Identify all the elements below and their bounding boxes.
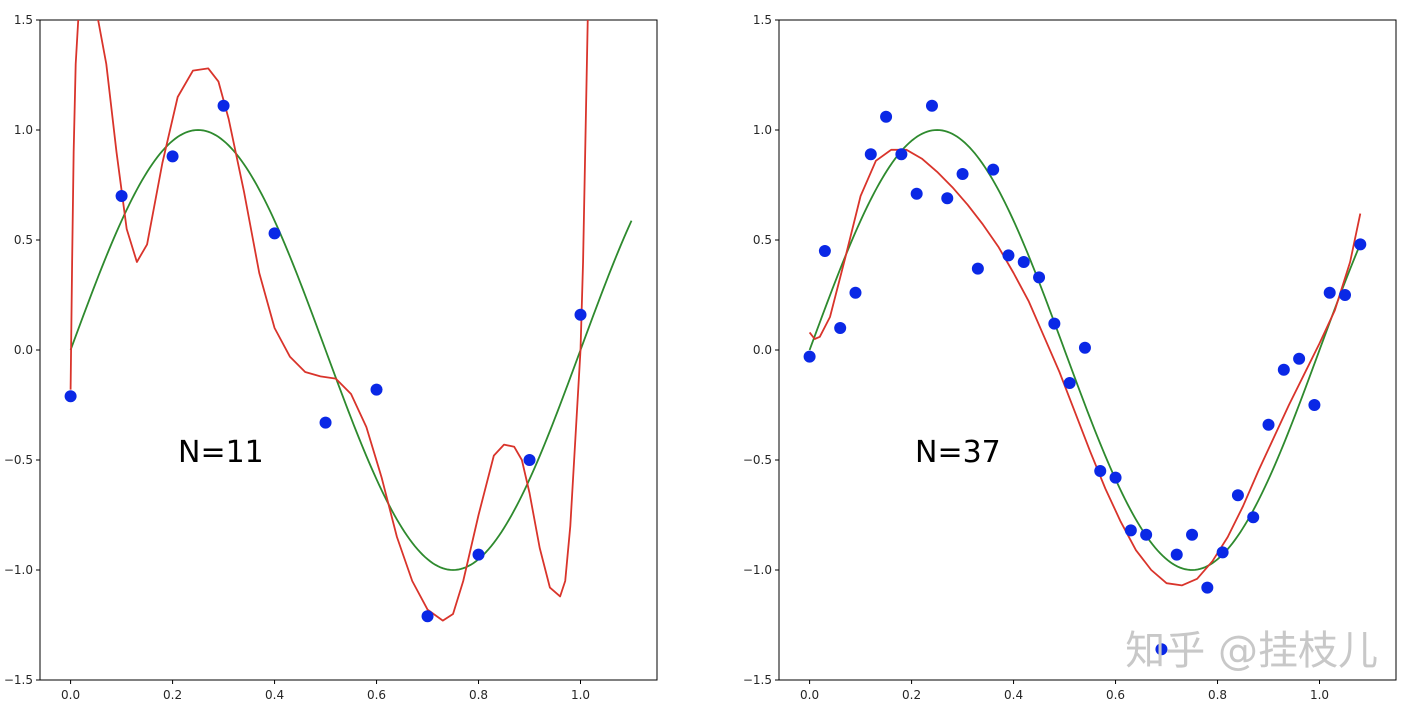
data-point bbox=[1140, 528, 1153, 541]
data-point bbox=[941, 192, 954, 205]
x-tick-label: 0.8 bbox=[469, 688, 488, 702]
data-point bbox=[1186, 528, 1199, 541]
x-tick-label: 0.2 bbox=[902, 688, 921, 702]
y-tick-label: 1.5 bbox=[14, 13, 33, 27]
data-point bbox=[1033, 271, 1046, 284]
fit-curve-line bbox=[69, 20, 589, 622]
data-point bbox=[987, 163, 1000, 176]
data-point bbox=[268, 227, 281, 240]
data-point bbox=[1201, 581, 1214, 594]
data-point bbox=[1063, 377, 1076, 389]
data-point bbox=[370, 383, 383, 396]
y-tick-label: 0.0 bbox=[753, 343, 772, 357]
data-point bbox=[1308, 399, 1321, 411]
curves bbox=[69, 20, 633, 622]
data-point bbox=[1109, 471, 1122, 484]
data-point bbox=[1323, 286, 1336, 299]
data-point bbox=[1339, 289, 1352, 301]
data-point bbox=[925, 99, 938, 112]
true-curve-line bbox=[69, 129, 633, 571]
x-tick-label: 1.0 bbox=[1310, 688, 1329, 702]
data-point bbox=[864, 148, 877, 161]
y-tick-label: −1.5 bbox=[4, 673, 33, 687]
sample-size-label: N=11 bbox=[178, 435, 264, 470]
watermark-text: 知乎 @挂枝儿 bbox=[1125, 628, 1378, 674]
data-point bbox=[910, 187, 923, 200]
x-tick-label: 0.0 bbox=[61, 688, 80, 702]
data-point bbox=[1155, 643, 1168, 656]
x-tick-label: 0.8 bbox=[1208, 688, 1227, 702]
y-tick-label: 1.0 bbox=[14, 123, 33, 137]
data-point bbox=[115, 190, 128, 202]
data-point bbox=[1277, 363, 1290, 376]
data-point bbox=[1017, 256, 1030, 268]
data-point bbox=[1094, 465, 1107, 477]
y-tick-label: −1.0 bbox=[743, 563, 772, 577]
data-point bbox=[217, 99, 230, 112]
data-point bbox=[166, 150, 179, 163]
sample-size-label: N=37 bbox=[915, 435, 1001, 470]
y-tick-label: −0.5 bbox=[4, 453, 33, 467]
x-tick-label: 0.2 bbox=[163, 688, 182, 702]
y-tick-label: 1.0 bbox=[753, 123, 772, 137]
data-point bbox=[1124, 524, 1137, 537]
data-point bbox=[849, 286, 862, 299]
y-tick-label: −1.5 bbox=[743, 673, 772, 687]
data-point bbox=[818, 245, 831, 257]
y-tick-label: 0.5 bbox=[753, 233, 772, 247]
x-tick-label: 0.6 bbox=[367, 688, 386, 702]
data-point bbox=[1048, 317, 1061, 330]
panel-n11: 0.0 0.2 0.4 0.6 0.8 1.0 −1.5 −1.0 −0.5 0.0 0.5 1.0 1… bbox=[4, 13, 658, 702]
data-point bbox=[1247, 511, 1260, 524]
data-point bbox=[1216, 546, 1229, 559]
x-tick-label: 0.6 bbox=[1106, 688, 1125, 702]
data-point bbox=[574, 308, 587, 321]
data-point bbox=[421, 610, 434, 623]
panel-n37: 0.0 0.2 0.4 0.6 0.8 1.0 −1.5 −1.0 −0.5 0.0 0.5 1.0 1… bbox=[743, 13, 1397, 702]
data-point bbox=[971, 262, 984, 275]
y-tick-label: 0.5 bbox=[14, 233, 33, 247]
x-tick-label: 1.0 bbox=[571, 688, 590, 702]
data-point bbox=[1002, 249, 1015, 262]
data-point bbox=[64, 390, 77, 403]
data-point bbox=[880, 110, 893, 123]
data-point bbox=[319, 416, 332, 429]
data-point bbox=[895, 148, 908, 161]
y-tick-label: −0.5 bbox=[743, 453, 772, 467]
x-tick-label: 0.4 bbox=[265, 688, 284, 702]
y-tick-label: −1.0 bbox=[4, 563, 33, 577]
data-point bbox=[1231, 489, 1244, 502]
y-tick-label: 1.5 bbox=[753, 13, 772, 27]
data-point bbox=[472, 548, 485, 561]
data-point bbox=[1262, 418, 1275, 431]
fit-curve-line bbox=[808, 148, 1362, 587]
data-point bbox=[834, 322, 847, 334]
data-point bbox=[956, 168, 969, 180]
x-tick-label: 0.4 bbox=[1004, 688, 1023, 702]
y-tick-label: 0.0 bbox=[14, 343, 33, 357]
data-point bbox=[1170, 548, 1183, 561]
data-point bbox=[1293, 352, 1306, 365]
x-tick-label: 0.0 bbox=[800, 688, 819, 702]
data-point bbox=[523, 454, 536, 466]
data-point bbox=[1354, 238, 1367, 251]
data-point bbox=[803, 350, 816, 363]
curves bbox=[808, 129, 1362, 587]
data-point bbox=[1078, 341, 1091, 354]
